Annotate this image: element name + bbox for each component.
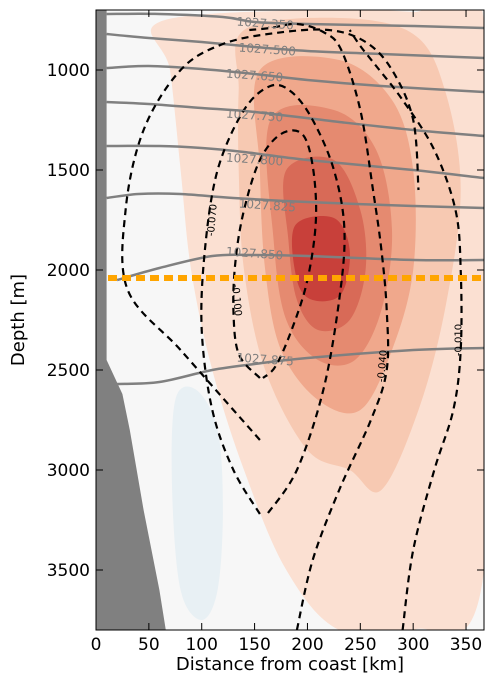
y-tick-label: 3500 [47, 561, 90, 581]
isopycnal-label: 1027.850 [226, 245, 284, 263]
contour-label-layer: -0.070 -0.100 -0.040 -0.010 [206, 204, 465, 383]
dashed-contour--0.070 [200, 83, 346, 515]
dashed-contour--0.040 [249, 22, 390, 630]
x-tick-label: 100 [185, 635, 217, 655]
x-axis-label: Distance from coast [km] [176, 654, 404, 675]
x-tick-label: 350 [450, 635, 482, 655]
y-tick-label: 1500 [47, 161, 90, 181]
topography [96, 10, 166, 630]
axes-layer: 0 50 100 150 200 250 300 350 1000 1500 2000 2500 300… [47, 10, 484, 655]
isopycnal-1027.800 [106, 144, 484, 180]
x-tick-label: 250 [344, 635, 376, 655]
isopycnal-label: 1027.825 [238, 197, 296, 215]
isopycnal-label: 1027.875 [236, 351, 294, 369]
isopycnal-label: 1027.350 [236, 15, 294, 33]
y-axis-label: Depth [m] [8, 274, 29, 366]
isopycnal-1027.350 [106, 12, 484, 30]
contour-label: -0.070 [206, 204, 220, 237]
plot-frame [95, 9, 485, 631]
isopycnal-1027.850 [116, 253, 484, 282]
x-tick-label: 300 [397, 635, 429, 655]
contour-label: -0.010 [454, 324, 465, 356]
isopycnal-1027.825 [106, 192, 484, 210]
y-tick-label: 2500 [47, 361, 90, 381]
isopycnal-label: 1027.500 [238, 41, 296, 59]
x-tick-label: 150 [238, 635, 270, 655]
x-tick-label: 200 [291, 635, 323, 655]
x-tick-label: 0 [91, 635, 102, 655]
contour-label: -0.100 [229, 284, 243, 317]
isopycnal-1027.500 [106, 32, 484, 60]
isopycnal-1027.875 [117, 346, 484, 386]
y-tick-label: 2000 [47, 261, 90, 281]
shading-level-0.6 [291, 216, 350, 302]
dashed-contour--0.070-outer [121, 28, 420, 441]
isopycnal-label: 1027.750 [226, 107, 284, 125]
y-tick-label: 3000 [47, 461, 90, 481]
contour-label: -0.040 [376, 350, 390, 383]
dashed-contour--0.010 [348, 29, 463, 630]
x-tick-label: 50 [138, 635, 160, 655]
y-tick-label: 1000 [47, 61, 90, 81]
contour-layer [121, 22, 463, 630]
shading-negative-region [171, 386, 223, 620]
isopycnal-label-layer: 1027.350 1027.500 1027.650 1027.750 1027.800… [226, 15, 297, 369]
isopycnal-1027.750 [106, 100, 484, 138]
isopycnal-label: 1027.800 [226, 151, 284, 169]
plot-area: 1027.350 1027.500 1027.650 1027.750 1027.800… [96, 10, 484, 630]
isopycnal-label: 1027.650 [226, 67, 284, 85]
topography-layer [96, 10, 166, 630]
isopycnal-layer [106, 12, 484, 386]
dashed-contour--0.100 [232, 129, 318, 379]
